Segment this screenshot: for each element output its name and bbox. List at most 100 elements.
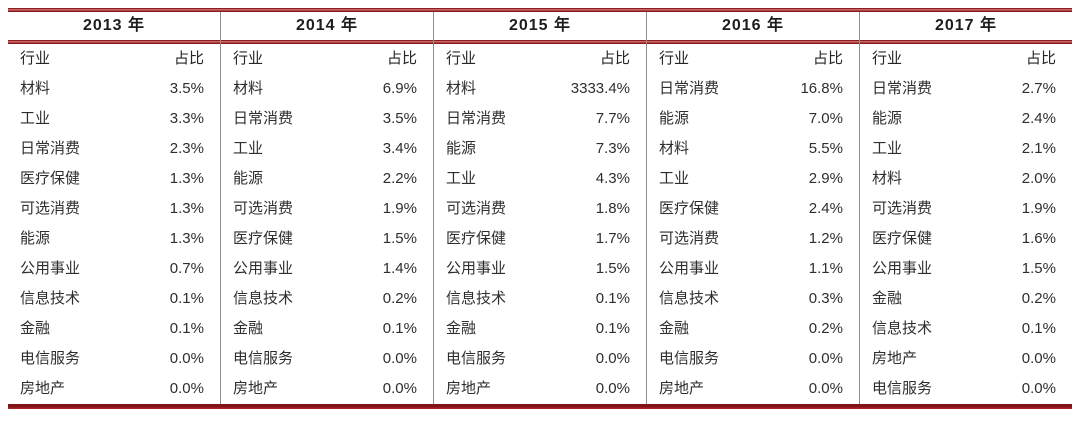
industry-cell: 房地产 — [659, 380, 705, 397]
industry-cell: 房地产 — [446, 380, 492, 397]
header-rule — [860, 40, 1072, 44]
industry-cell: 金融 — [659, 320, 690, 337]
bottom-rule — [8, 404, 1072, 409]
header-rule — [647, 40, 859, 44]
share-cell: 6.9% — [382, 80, 417, 97]
share-cell: 0.0% — [382, 350, 417, 367]
year-header: 2013 年 — [82, 17, 146, 34]
share-header-label: 占比 — [812, 50, 843, 67]
share-cell: 1.8% — [595, 200, 630, 217]
share-cell: 2.4% — [808, 200, 843, 217]
table-row: 房地产 0.0% — [8, 374, 220, 404]
table-row: 电信服务 0.0% — [8, 344, 220, 374]
industry-header-label: 行业 — [20, 50, 51, 67]
share-header-label: 占比 — [1025, 50, 1056, 67]
table-row: 可选消费 1.3% — [8, 194, 220, 224]
industry-cell: 医疗保健 — [659, 200, 720, 217]
industry-cell: 日常消费 — [446, 110, 507, 127]
rows-container: 材料 3.5% 工业 3.3% 日常消费 2.3% 医疗保健 1.3% 可选消费… — [8, 74, 220, 404]
industry-cell: 工业 — [872, 140, 903, 157]
column-subheader-row: 行业 占比 — [647, 44, 859, 74]
share-cell: 1.9% — [1021, 200, 1056, 217]
table-row: 医疗保健 2.4% — [647, 194, 859, 224]
industry-cell: 医疗保健 — [872, 230, 933, 247]
industry-cell: 可选消费 — [233, 200, 294, 217]
share-cell: 0.0% — [1021, 350, 1056, 367]
table-row: 日常消费 16.8% — [647, 74, 859, 104]
table-row: 材料 6.9% — [221, 74, 433, 104]
table-row: 信息技术 0.2% — [221, 284, 433, 314]
column-subheader-row: 行业 占比 — [8, 44, 220, 74]
share-cell: 0.0% — [595, 380, 630, 397]
industry-cell: 能源 — [872, 110, 903, 127]
table-row: 可选消费 1.9% — [860, 194, 1072, 224]
industry-cell: 日常消费 — [872, 80, 933, 97]
table-row: 医疗保健 1.6% — [860, 224, 1072, 254]
industry-header-label: 行业 — [659, 50, 690, 67]
industry-cell: 可选消费 — [659, 230, 720, 247]
share-cell: 0.0% — [808, 350, 843, 367]
share-cell: 3.5% — [169, 80, 204, 97]
table-row: 能源 1.3% — [8, 224, 220, 254]
share-cell: 0.0% — [169, 380, 204, 397]
year-column-2016: 2016 年 行业 占比 日常消费 16.8% 能源 7.0% 材料 5.5% … — [646, 12, 859, 404]
column-subheader-row: 行业 占比 — [221, 44, 433, 74]
share-cell: 0.0% — [169, 350, 204, 367]
table-row: 电信服务 0.0% — [221, 344, 433, 374]
table-row: 医疗保健 1.5% — [221, 224, 433, 254]
share-cell: 16.8% — [800, 80, 843, 97]
share-cell: 0.2% — [382, 290, 417, 307]
table-row: 房地产 0.0% — [860, 344, 1072, 374]
industry-cell: 电信服务 — [872, 380, 933, 397]
share-cell: 1.5% — [382, 230, 417, 247]
share-cell: 0.7% — [169, 260, 204, 277]
industry-cell: 公用事业 — [233, 260, 294, 277]
industry-cell: 日常消费 — [20, 140, 81, 157]
share-header-label: 占比 — [173, 50, 204, 67]
table-row: 材料 2.0% — [860, 164, 1072, 194]
industry-cell: 工业 — [659, 170, 690, 187]
industry-cell: 金融 — [872, 290, 903, 307]
share-cell: 3.3% — [169, 110, 204, 127]
share-cell: 0.1% — [595, 320, 630, 337]
table-row: 公用事业 1.5% — [860, 254, 1072, 284]
share-cell: 0.2% — [1021, 290, 1056, 307]
industry-cell: 信息技术 — [233, 290, 294, 307]
table-row: 房地产 0.0% — [221, 374, 433, 404]
share-cell: 2.3% — [169, 140, 204, 157]
industry-cell: 金融 — [20, 320, 51, 337]
column-subheader-row: 行业 占比 — [860, 44, 1072, 74]
year-header: 2016 年 — [721, 17, 785, 34]
share-cell: 7.3% — [595, 140, 630, 157]
industry-cell: 工业 — [446, 170, 477, 187]
share-cell: 1.3% — [169, 230, 204, 247]
share-cell: 2.2% — [382, 170, 417, 187]
share-cell: 0.1% — [169, 320, 204, 337]
share-cell: 0.0% — [808, 380, 843, 397]
industry-cell: 材料 — [20, 80, 51, 97]
table-row: 可选消费 1.8% — [434, 194, 646, 224]
share-cell: 4.3% — [595, 170, 630, 187]
share-cell: 0.3% — [808, 290, 843, 307]
table-row: 电信服务 0.0% — [860, 374, 1072, 404]
industry-cell: 能源 — [233, 170, 264, 187]
industry-cell: 公用事业 — [20, 260, 81, 277]
industry-cell: 可选消费 — [446, 200, 507, 217]
industry-cell: 信息技术 — [446, 290, 507, 307]
year-columns-container: 2013 年 行业 占比 材料 3.5% 工业 3.3% 日常消费 2.3% 医… — [8, 12, 1072, 404]
table-row: 日常消费 2.7% — [860, 74, 1072, 104]
share-header-label: 占比 — [386, 50, 417, 67]
table-row: 公用事业 1.1% — [647, 254, 859, 284]
table-row: 工业 2.1% — [860, 134, 1072, 164]
table-row: 房地产 0.0% — [434, 374, 646, 404]
table-row: 日常消费 2.3% — [8, 134, 220, 164]
share-cell: 1.1% — [808, 260, 843, 277]
rows-container: 日常消费 16.8% 能源 7.0% 材料 5.5% 工业 2.9% 医疗保健 … — [647, 74, 859, 404]
share-cell: 0.0% — [1021, 380, 1056, 397]
industry-cell: 房地产 — [233, 380, 279, 397]
share-cell: 3333.4% — [570, 80, 630, 97]
share-cell: 2.0% — [1021, 170, 1056, 187]
table-row: 信息技术 0.1% — [434, 284, 646, 314]
industry-cell: 材料 — [872, 170, 903, 187]
